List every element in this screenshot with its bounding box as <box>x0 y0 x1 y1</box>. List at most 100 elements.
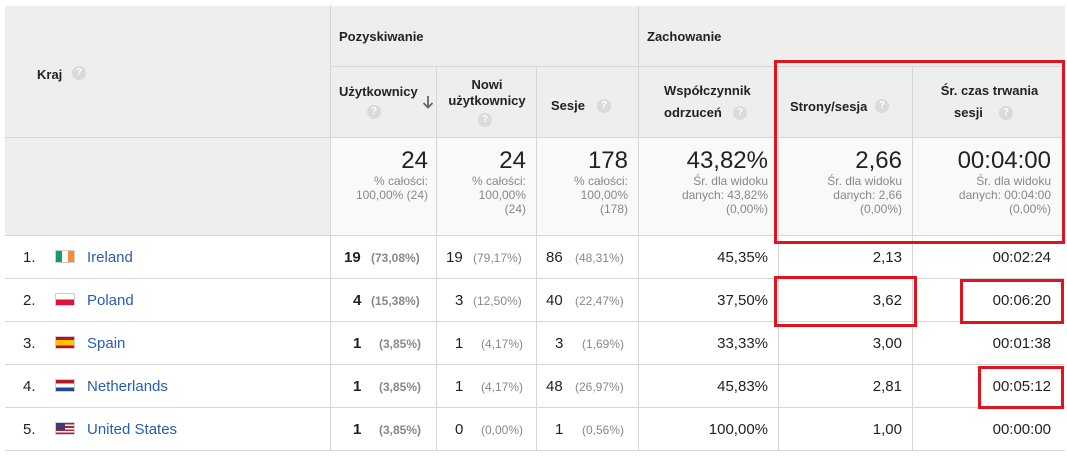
total-sub: 100,00% (24) <box>355 188 428 202</box>
total-sub: danych: 00:04:00 <box>958 188 1051 202</box>
cell-users: 4 (15,38%) <box>330 279 436 322</box>
cell-bounce: 45,83% <box>638 365 778 408</box>
new-users-pct: (0,00%) <box>481 423 524 437</box>
cell-pages: 1,00 <box>778 408 912 451</box>
total-sub: 100,00% <box>478 188 526 202</box>
cell-sessions: 86 (48,31%) <box>536 236 638 279</box>
col-header-users[interactable]: Użytkownicy ? <box>330 67 436 138</box>
highlight-box-netherlands-duration <box>978 366 1064 409</box>
total-value: 178 <box>587 147 628 174</box>
total-sub: % całości: <box>573 174 628 188</box>
cell-duration: 00:01:38 <box>912 322 1065 365</box>
group-zachowanie-label: Zachowanie <box>647 29 722 44</box>
sessions-pct: (22,47%) <box>575 294 624 308</box>
sessions-pct: (26,97%) <box>575 380 624 394</box>
total-sub: Śr. dla widoku <box>827 174 902 188</box>
help-icon[interactable]: ? <box>999 106 1013 120</box>
ireland-flag-icon <box>55 250 75 263</box>
header-kraj-cell: Kraj ? <box>5 6 330 138</box>
pages-value: 3,62 <box>872 292 902 309</box>
total-sub: Śr. dla widoku <box>976 174 1051 188</box>
arrow-down-icon <box>422 95 434 114</box>
col-header-new-users[interactable]: Nowi użytkownicy ? <box>436 67 536 138</box>
users-value: 4 <box>353 292 362 309</box>
users-pct: (3,85%) <box>379 337 422 351</box>
cell-sessions: 40 (22,47%) <box>536 279 638 322</box>
col-header-bounce[interactable]: Współczynnik odrzuceń ? <box>638 67 778 138</box>
country-link[interactable]: Poland <box>87 292 134 309</box>
col-header-avg-duration[interactable]: Śr. czas trwania sesji ? <box>912 67 1065 138</box>
col-header-pages-session[interactable]: Strony/sesja ? <box>778 67 912 138</box>
total-value: 2,66 <box>855 147 902 174</box>
col-users-label: Użytkownicy <box>339 84 418 99</box>
help-icon[interactable]: ? <box>875 99 889 113</box>
col-sessions-label: Sesje <box>551 98 585 113</box>
cell-new-users: 19 (79,17%) <box>436 236 536 279</box>
row-index: 3. <box>23 335 36 352</box>
sessions-value: 3 <box>555 335 564 352</box>
help-icon[interactable]: ? <box>367 105 381 119</box>
cell-bounce: 100,00% <box>638 408 778 451</box>
users-value: 1 <box>353 421 362 438</box>
sessions-value: 40 <box>546 292 563 309</box>
country-link[interactable]: United States <box>87 421 178 438</box>
users-value: 1 <box>353 378 362 395</box>
col-new-users-line2: użytkownicy <box>448 93 526 108</box>
col-pages-label: Strony/sesja <box>790 99 868 114</box>
new-users-pct: (4,17%) <box>481 380 524 394</box>
totals-bounce: 43,82% Śr. dla widoku danych: 43,82% (0,… <box>638 138 778 236</box>
country-link[interactable]: Netherlands <box>87 378 168 395</box>
duration-value: 00:02:24 <box>992 249 1051 266</box>
cell-users: 1 (3,85%) <box>330 408 436 451</box>
col-bounce-line2: odrzuceń <box>664 105 722 120</box>
cell-duration: 00:02:24 <box>912 236 1065 279</box>
users-pct: (15,38%) <box>371 294 420 308</box>
col-duration-line1: Śr. czas trwania <box>940 83 1039 98</box>
country-link[interactable]: Ireland <box>87 249 133 266</box>
total-sub: (0,00%) <box>859 202 902 216</box>
col-bounce-line1: Współczynnik <box>664 83 751 98</box>
cell-bounce: 33,33% <box>638 322 778 365</box>
total-sub: (178) <box>599 202 628 216</box>
total-sub: danych: 2,66 <box>833 188 902 202</box>
new-users-pct: (12,50%) <box>473 294 522 308</box>
pages-value: 1,00 <box>872 421 902 438</box>
total-value: 24 <box>401 147 428 174</box>
col-header-sessions[interactable]: Sesje ? <box>536 67 638 138</box>
sessions-value: 1 <box>555 421 564 438</box>
help-icon[interactable]: ? <box>478 113 492 127</box>
cell-sessions: 1 (0,56%) <box>536 408 638 451</box>
table-row: 1. Ireland 19 (73,08%) 19 (79,17%) 86 (4… <box>5 236 1065 279</box>
users-pct: (73,08%) <box>371 251 420 265</box>
users-value: 19 <box>344 249 361 266</box>
table-row: 3. Spain 1 (3,85%) 1 (4,17%) 3 (1,69%) 3… <box>5 322 1065 365</box>
cell-sessions: 48 (26,97%) <box>536 365 638 408</box>
cell-bounce: 45,35% <box>638 236 778 279</box>
cell-new-users: 1 (4,17%) <box>436 365 536 408</box>
help-icon[interactable]: ? <box>72 66 86 80</box>
highlight-box-poland-pages <box>774 276 917 327</box>
bounce-value: 45,83% <box>717 378 768 395</box>
pages-value: 2,81 <box>872 378 902 395</box>
pages-value: 3,00 <box>872 335 902 352</box>
sessions-pct: (48,31%) <box>575 251 624 265</box>
row-index: 1. <box>23 249 36 266</box>
cell-new-users: 1 (4,17%) <box>436 322 536 365</box>
row-index: 5. <box>23 421 36 438</box>
usa-flag-icon <box>55 422 75 435</box>
cell-bounce: 37,50% <box>638 279 778 322</box>
sessions-value: 86 <box>546 249 563 266</box>
cell-users: 1 (3,85%) <box>330 365 436 408</box>
help-icon[interactable]: ? <box>733 106 747 120</box>
new-users-value: 19 <box>446 249 463 266</box>
table-row: 4. Netherlands 1 (3,85%) 1 (4,17%) 48 (2… <box>5 365 1065 408</box>
help-icon[interactable]: ? <box>597 99 611 113</box>
total-value: 00:04:00 <box>957 147 1051 174</box>
bounce-value: 33,33% <box>717 335 768 352</box>
users-value: 1 <box>353 335 362 352</box>
country-link[interactable]: Spain <box>87 335 126 352</box>
total-sub: 100,00% <box>580 188 628 202</box>
bounce-value: 37,50% <box>717 292 768 309</box>
new-users-value: 1 <box>455 335 464 352</box>
duration-value: 00:00:00 <box>992 421 1051 438</box>
